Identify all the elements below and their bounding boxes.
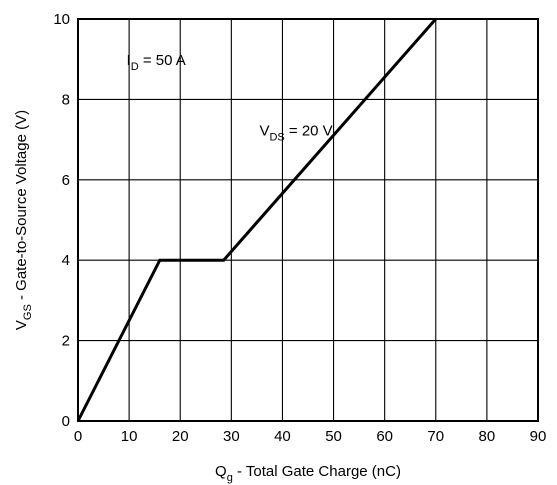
series-line bbox=[76, 18, 437, 422]
y-tick-label: 0 bbox=[62, 413, 70, 430]
y-axis-label: VGS - Gate-to-Source Voltage (V) bbox=[13, 110, 34, 330]
x-tick-label: 70 bbox=[427, 428, 444, 445]
x-tick-label: 40 bbox=[274, 428, 291, 445]
y-tick-label: 10 bbox=[53, 11, 70, 28]
x-tick-label: 20 bbox=[172, 428, 189, 445]
y-tick-label: 6 bbox=[62, 172, 70, 189]
y-tick-label: 4 bbox=[62, 252, 70, 269]
annotation-label: ID = 50 A bbox=[127, 52, 186, 73]
x-tick-label: 0 bbox=[74, 428, 82, 445]
x-tick-label: 50 bbox=[325, 428, 342, 445]
annotations: ID = 50 A VDS = 20 V bbox=[127, 52, 333, 143]
x-tick-label: 90 bbox=[530, 428, 547, 445]
x-tick-label: 60 bbox=[376, 428, 393, 445]
tick-labels: 0 10 20 30 40 50 60 70 80 90 0 2 4 6 8 10 bbox=[53, 11, 546, 445]
annotation-label: VDS = 20 V bbox=[259, 123, 332, 144]
grid bbox=[77, 18, 539, 422]
x-axis-label: Qg - Total Gate Charge (nC) bbox=[215, 463, 401, 484]
y-tick-label: 2 bbox=[62, 333, 70, 350]
x-tick-label: 30 bbox=[223, 428, 240, 445]
x-tick-label: 10 bbox=[121, 428, 138, 445]
y-tick-label: 8 bbox=[62, 91, 70, 108]
plot-frame bbox=[77, 18, 539, 422]
series-layer bbox=[76, 18, 437, 422]
x-tick-label: 80 bbox=[479, 428, 496, 445]
